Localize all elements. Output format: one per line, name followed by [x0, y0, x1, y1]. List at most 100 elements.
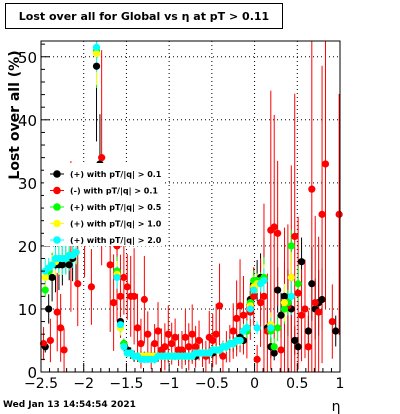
- data-point: [287, 273, 295, 282]
- data-point: [58, 261, 66, 269]
- data-point: [57, 324, 65, 332]
- data-point: [291, 336, 299, 345]
- data-point: [315, 308, 323, 316]
- data-point: [253, 355, 261, 363]
- data-point: [154, 327, 162, 335]
- data-point: [274, 324, 282, 332]
- data-point: [41, 273, 49, 282]
- data-point: [294, 280, 302, 288]
- data-point: [116, 292, 125, 300]
- x-axis-label: η: [332, 399, 341, 414]
- data-point: [274, 229, 282, 237]
- data-point: [195, 336, 203, 345]
- legend-label: (+) with pT/|q| > 2.0: [70, 236, 162, 245]
- data-point: [92, 43, 101, 51]
- data-point: [267, 324, 275, 332]
- data-point: [106, 261, 114, 269]
- y-tick-label: 30: [18, 175, 37, 193]
- data-point: [133, 324, 142, 332]
- data-point: [304, 327, 312, 335]
- data-point: [270, 343, 278, 351]
- plot-frame: [40, 40, 341, 373]
- data-point: [274, 286, 282, 294]
- data-point: [123, 283, 131, 291]
- data-point: [256, 299, 265, 307]
- data-point: [215, 302, 224, 310]
- data-point: [178, 346, 186, 354]
- data-point: [236, 302, 244, 310]
- data-point: [318, 295, 326, 304]
- data-point: [297, 258, 306, 266]
- data-point: [280, 305, 289, 313]
- legend-marker: [53, 170, 61, 178]
- legend-marker: [53, 219, 61, 228]
- x-tick-label: −1: [159, 376, 180, 392]
- x-tick-label: 0: [250, 376, 259, 392]
- data-point: [291, 232, 299, 241]
- legend-marker: [53, 236, 61, 244]
- data-point: [250, 286, 258, 294]
- data-point: [260, 292, 268, 300]
- y-tick-label: 20: [18, 238, 37, 256]
- y-tick-label: 10: [18, 301, 37, 319]
- data-point: [308, 280, 316, 288]
- data-point: [280, 299, 289, 307]
- legend-label: (+) with pT/|q| > 1.0: [70, 220, 162, 229]
- data-point: [116, 321, 125, 329]
- data-point: [253, 324, 261, 332]
- data-point: [239, 311, 248, 319]
- data-point: [280, 292, 289, 300]
- plot-title: Lost over all for Global vs η at pT > 0.…: [5, 3, 283, 29]
- legend-box: [44, 163, 162, 246]
- legend-label: (+) with pT/|q| > 0.1: [70, 170, 162, 179]
- data-point: [110, 299, 118, 307]
- legend-marker: [53, 186, 61, 195]
- data-point: [39, 340, 48, 348]
- data-point: [304, 343, 312, 351]
- data-point: [277, 346, 285, 354]
- data-point: [164, 330, 172, 338]
- data-point: [130, 292, 138, 300]
- data-point: [171, 333, 179, 341]
- data-point: [321, 160, 330, 168]
- data-point: [301, 305, 309, 313]
- y-tick-label: 0: [27, 364, 37, 382]
- data-point: [181, 333, 189, 341]
- data-point: [270, 349, 278, 357]
- data-point: [243, 324, 251, 332]
- data-point: [53, 308, 61, 316]
- data-point: [294, 343, 302, 351]
- data-point: [74, 280, 82, 288]
- data-point: [246, 305, 254, 313]
- data-point: [335, 210, 343, 218]
- data-point: [188, 330, 196, 338]
- x-tick-label: −2: [73, 376, 94, 392]
- data-point: [260, 276, 268, 285]
- data-point: [250, 292, 258, 300]
- data-point: [192, 343, 200, 351]
- data-point: [48, 273, 56, 282]
- data-point: [219, 352, 227, 360]
- data-point: [120, 273, 128, 282]
- data-point: [113, 273, 121, 282]
- x-tick-label: −1.5: [109, 376, 143, 392]
- data-point: [332, 327, 340, 335]
- data-point: [328, 317, 336, 326]
- data-point: [229, 327, 237, 335]
- data-point: [209, 336, 217, 345]
- data-point: [294, 289, 302, 297]
- data-point: [287, 242, 295, 250]
- data-point: [46, 336, 54, 345]
- x-tick-label: −2.5: [24, 376, 58, 392]
- data-point: [185, 343, 193, 351]
- data-point: [151, 340, 159, 348]
- data-point: [41, 286, 49, 294]
- data-point: [277, 311, 285, 319]
- data-point: [72, 248, 80, 256]
- data-point: [92, 62, 101, 70]
- data-point: [65, 261, 73, 269]
- legend-label: (-) with pT/|q| > 0.1: [70, 187, 158, 196]
- data-point: [140, 295, 148, 304]
